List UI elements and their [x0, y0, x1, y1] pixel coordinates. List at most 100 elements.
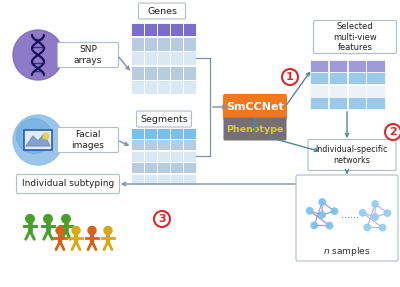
Bar — [170, 37, 182, 51]
Circle shape — [306, 208, 313, 214]
Bar — [366, 97, 384, 109]
Circle shape — [56, 226, 64, 234]
Bar — [131, 66, 144, 79]
Bar — [183, 151, 196, 162]
Bar — [131, 151, 144, 162]
Bar — [157, 162, 170, 173]
Circle shape — [62, 215, 70, 223]
Circle shape — [104, 226, 112, 234]
Bar — [170, 162, 182, 173]
Bar — [157, 139, 170, 150]
Circle shape — [44, 215, 52, 223]
Bar — [144, 162, 156, 173]
Bar — [131, 51, 144, 65]
Circle shape — [88, 226, 96, 234]
Circle shape — [26, 215, 34, 223]
Circle shape — [372, 201, 378, 207]
FancyBboxPatch shape — [223, 94, 287, 120]
Circle shape — [282, 69, 298, 85]
Bar — [170, 151, 182, 162]
Bar — [170, 51, 182, 65]
Bar — [183, 37, 196, 51]
Bar — [131, 174, 144, 185]
Text: 3: 3 — [158, 214, 166, 224]
FancyBboxPatch shape — [308, 139, 396, 170]
Bar — [170, 127, 182, 139]
FancyBboxPatch shape — [16, 174, 120, 193]
Bar — [183, 80, 196, 94]
Bar — [348, 97, 366, 109]
Text: Selected
multi-view
features: Selected multi-view features — [333, 22, 377, 52]
Bar — [157, 127, 170, 139]
Text: $n$ samples: $n$ samples — [323, 245, 371, 259]
Bar — [144, 66, 156, 79]
Text: 1: 1 — [286, 72, 294, 82]
Bar — [131, 127, 144, 139]
Bar — [157, 174, 170, 185]
Bar — [183, 174, 196, 185]
Bar — [131, 80, 144, 94]
Bar — [183, 139, 196, 150]
Circle shape — [364, 224, 370, 231]
Circle shape — [13, 30, 63, 80]
Circle shape — [379, 224, 386, 231]
Bar — [366, 84, 384, 96]
Bar — [144, 139, 156, 150]
Circle shape — [319, 212, 325, 218]
Bar — [144, 151, 156, 162]
FancyBboxPatch shape — [136, 111, 192, 127]
Text: Phenotype: Phenotype — [226, 125, 284, 133]
Circle shape — [16, 119, 52, 154]
Bar — [170, 66, 182, 79]
Bar — [183, 162, 196, 173]
FancyBboxPatch shape — [58, 42, 118, 67]
Circle shape — [311, 222, 318, 229]
Text: Segments: Segments — [140, 115, 188, 123]
FancyBboxPatch shape — [224, 117, 286, 141]
Bar — [310, 59, 328, 71]
Bar — [24, 130, 52, 150]
Bar — [183, 66, 196, 79]
Bar — [144, 37, 156, 51]
Bar — [157, 37, 170, 51]
Bar — [183, 51, 196, 65]
Bar — [183, 22, 196, 36]
Circle shape — [385, 124, 400, 140]
Bar — [157, 151, 170, 162]
Bar — [144, 22, 156, 36]
Circle shape — [331, 208, 338, 214]
Text: Individual subtyping: Individual subtyping — [22, 179, 114, 189]
Bar — [157, 51, 170, 65]
Bar — [170, 139, 182, 150]
Bar — [131, 37, 144, 51]
Text: SNP
arrays: SNP arrays — [74, 45, 102, 65]
Bar — [131, 22, 144, 36]
Text: Individual-specific
networks: Individual-specific networks — [316, 145, 388, 165]
Text: Genes: Genes — [147, 7, 177, 15]
Bar — [366, 72, 384, 84]
FancyBboxPatch shape — [138, 3, 186, 19]
Circle shape — [13, 115, 63, 165]
Bar — [144, 51, 156, 65]
Circle shape — [372, 214, 378, 220]
Bar — [170, 80, 182, 94]
Bar — [310, 72, 328, 84]
FancyBboxPatch shape — [314, 20, 396, 53]
Bar — [131, 162, 144, 173]
Bar — [144, 80, 156, 94]
Circle shape — [72, 226, 80, 234]
Bar — [131, 139, 144, 150]
Text: Facial
images: Facial images — [72, 130, 104, 150]
Bar — [144, 174, 156, 185]
Bar — [348, 84, 366, 96]
FancyBboxPatch shape — [296, 175, 398, 261]
Bar — [329, 59, 347, 71]
Bar — [348, 72, 366, 84]
Text: 2: 2 — [389, 127, 397, 137]
Bar — [329, 72, 347, 84]
Circle shape — [326, 222, 333, 229]
Circle shape — [384, 210, 391, 216]
Bar — [310, 84, 328, 96]
Text: SmCCNet: SmCCNet — [226, 102, 284, 112]
Circle shape — [154, 211, 170, 227]
